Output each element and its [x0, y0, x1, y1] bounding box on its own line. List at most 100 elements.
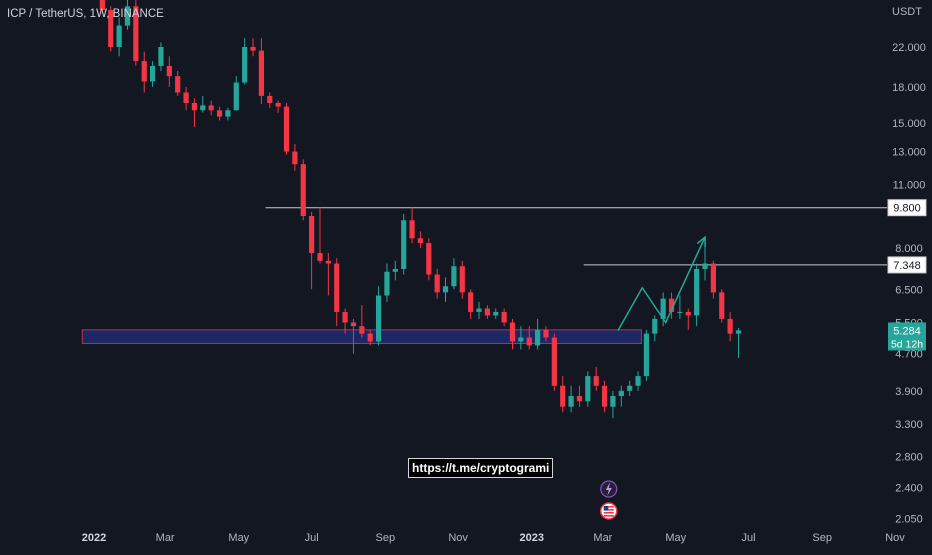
lightning-icon[interactable]	[600, 480, 618, 498]
candle-body	[216, 110, 223, 117]
candle-bearish	[426, 238, 432, 281]
candle-bullish	[735, 327, 742, 358]
price-tick-label: 3.300	[895, 419, 923, 431]
candle-body	[668, 298, 675, 312]
candle-body	[292, 151, 298, 165]
candle-bearish	[509, 318, 516, 350]
candle-body	[560, 385, 566, 407]
candle-body	[200, 105, 206, 111]
candle-body	[426, 243, 432, 275]
candle-bullish	[618, 385, 624, 407]
candle-bullish	[233, 76, 239, 111]
candle-bearish	[258, 38, 264, 105]
candle-bearish	[334, 258, 340, 327]
price-tick-label: 22.000	[892, 42, 926, 54]
price-label-7348-box	[887, 256, 927, 274]
time-tick-label: Jul	[305, 532, 319, 544]
candle-body	[208, 105, 214, 111]
candle-bullish	[535, 318, 541, 350]
candle-bearish	[359, 305, 365, 338]
candle-body	[133, 6, 139, 62]
price-tick-label: 2.800	[895, 452, 923, 464]
candle-body	[283, 106, 290, 152]
price-label-9800-box	[887, 199, 927, 217]
candle-bullish	[627, 380, 633, 396]
projection-path	[617, 236, 706, 331]
telegram-link[interactable]: https://t.me/cryptogrami	[408, 458, 554, 478]
candle-bullish	[200, 95, 206, 113]
candle-body	[250, 47, 256, 51]
candle-body	[493, 311, 499, 316]
candle-body	[175, 76, 181, 93]
candle-bearish	[710, 260, 716, 299]
candle-bearish	[551, 333, 557, 391]
time-tick-label: 2022	[82, 532, 106, 544]
candle-bullish	[643, 329, 650, 381]
candle-bullish	[568, 385, 574, 413]
time-tick-label: Mar	[593, 532, 612, 544]
flag-icon[interactable]	[600, 502, 618, 520]
flag-icon-stripe	[603, 509, 614, 511]
candle-bearish	[417, 231, 424, 249]
candle-bearish	[484, 305, 490, 319]
candle-body	[417, 238, 424, 244]
candle-bullish	[225, 107, 231, 121]
candle-bullish	[124, 0, 131, 30]
time-tick-label: Nov	[448, 532, 468, 544]
candle-body	[309, 215, 315, 254]
candle-body	[459, 266, 465, 293]
candle-countdown-label: 5d 12h	[891, 338, 923, 350]
candle-bullish	[242, 38, 248, 85]
candle-bearish	[409, 207, 415, 244]
time-tick-label: 2023	[520, 532, 544, 544]
candle-bearish	[183, 86, 189, 111]
price-tick-label: 4.700	[895, 349, 923, 361]
candle-body	[568, 395, 574, 407]
candle-bearish	[141, 51, 147, 93]
current-price-box	[888, 322, 926, 351]
candle-body	[442, 286, 449, 293]
price-tick-label: 8.000	[895, 243, 923, 255]
candle-bullish	[476, 301, 482, 319]
candle-bullish	[677, 295, 683, 319]
candle-body	[727, 318, 733, 334]
candle-body	[735, 330, 742, 334]
candle-bearish	[250, 38, 256, 57]
candle-body	[468, 292, 474, 312]
current-price-label: 5.284	[893, 325, 921, 337]
candle-bullish	[384, 263, 390, 302]
candle-body	[576, 395, 583, 402]
candle-bearish	[501, 308, 507, 327]
candle-body	[710, 263, 716, 293]
candle-body	[601, 385, 608, 407]
candle-bullish	[451, 258, 457, 290]
candle-bullish	[149, 61, 156, 87]
candle-bullish	[652, 315, 658, 342]
candle-bearish	[191, 98, 198, 128]
candle-body	[585, 376, 591, 402]
candle-body	[317, 253, 323, 261]
candle-bearish	[727, 311, 733, 342]
candle-body	[401, 220, 407, 269]
candle-bearish	[560, 376, 566, 413]
candle-bearish	[309, 211, 315, 290]
time-tick-label: May	[228, 532, 249, 544]
candle-body	[124, 6, 131, 26]
candle-bearish	[668, 292, 675, 319]
candle-bullish	[635, 371, 641, 391]
candle-body	[275, 102, 281, 107]
candle-body	[677, 311, 683, 313]
candle-body	[375, 295, 382, 342]
candle-body	[652, 318, 658, 334]
candle-bearish	[719, 289, 725, 323]
candle-body	[551, 337, 557, 386]
candle-bearish	[216, 106, 223, 121]
candle-bullish	[116, 17, 122, 57]
candle-body	[325, 260, 331, 264]
candle-body	[158, 47, 164, 66]
candle-bullish	[401, 213, 407, 275]
candle-body	[694, 268, 700, 316]
time-tick-label: Sep	[375, 532, 395, 544]
candle-body	[451, 266, 457, 287]
candle-bullish	[392, 260, 398, 281]
